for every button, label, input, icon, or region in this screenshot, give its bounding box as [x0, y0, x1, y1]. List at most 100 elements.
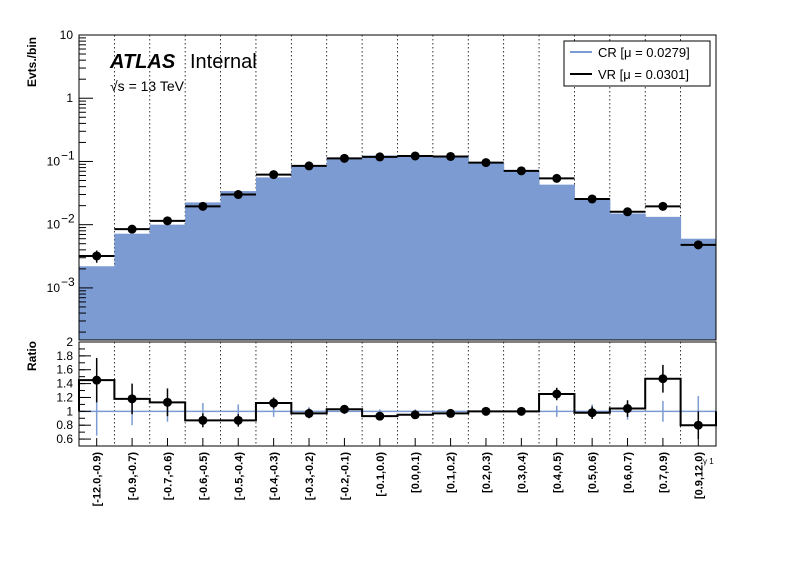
cr-bar [326, 158, 363, 340]
ratio-point [410, 410, 420, 420]
ratio-point [339, 404, 349, 414]
vr-points [92, 151, 703, 263]
vr-point [693, 240, 703, 250]
ratio-point [233, 415, 243, 425]
ratio-point [446, 408, 456, 418]
cr-bar [397, 155, 434, 340]
cr-bar [609, 213, 646, 340]
x-tick-label: [-0.9,-0.7) [127, 452, 139, 501]
ratio-point [269, 398, 279, 408]
cr-bar [645, 216, 682, 340]
x-tick-label: [-0.2,-0.1) [339, 452, 351, 501]
ratio-point [516, 406, 526, 416]
internal-label: Internal [190, 51, 257, 73]
x-tick-label: [-0.5,-0.4) [233, 452, 245, 501]
ratio-y-tick-label: 1.4 [56, 377, 73, 391]
cr-bar [149, 224, 186, 340]
ratio-y-axis-label: Ratio [25, 341, 39, 371]
x-tick-label: [0.6,0.7) [623, 452, 635, 493]
y-tick-label: 10 [47, 218, 61, 232]
ratio-point [304, 408, 314, 418]
y-tick-label: 10 [47, 154, 61, 168]
ratio-series [78, 357, 717, 440]
x-tick-label: [0.7,0.9) [658, 452, 670, 493]
vr-point [481, 158, 491, 168]
ratio-point [587, 408, 597, 418]
vr-point [127, 224, 137, 234]
y-tick-exponent: −1 [61, 148, 75, 162]
atlas-label: ATLAS [109, 51, 176, 73]
cr-bar [185, 202, 222, 340]
x-tick-label: [0.9,12.0) [693, 452, 705, 499]
cr-bar [114, 233, 151, 340]
ratio-y-tick-label: 1.2 [56, 390, 73, 404]
vr-point [304, 161, 314, 171]
y-tick-exponent: −2 [61, 212, 75, 226]
x-tick-label: [-0.4,-0.3) [269, 452, 281, 501]
ratio-y-tick-label: 1.8 [56, 349, 73, 363]
y-tick-exponent: −3 [61, 275, 75, 289]
cr-bar [291, 165, 328, 340]
ratio-point [198, 415, 208, 425]
cr-bar [432, 155, 469, 340]
ratio-point [92, 375, 102, 385]
cr-bar [220, 191, 257, 340]
legend-cr-label: CR [μ = 0.0279] [598, 45, 690, 60]
ratio-y-tick-label: 0.8 [56, 418, 73, 432]
ratio-point [481, 406, 491, 416]
ratio-point [375, 411, 385, 421]
ratio-step-line [78, 377, 717, 427]
ratio-y-tick-label: 2 [66, 335, 73, 349]
cr-bar [539, 184, 575, 340]
vr-point [552, 173, 562, 183]
legend: CR [μ = 0.0279] VR [μ = 0.0301] [563, 40, 711, 87]
y-tick-label: 1 [66, 91, 73, 105]
ratio-point [693, 420, 703, 430]
vr-point [339, 153, 349, 163]
vr-point [516, 166, 526, 176]
vr-point [446, 151, 456, 161]
x-tick-label: [-0.3,-0.2) [304, 452, 316, 501]
vr-point [269, 170, 279, 180]
y-tick-label: 10 [60, 28, 74, 42]
x-tick-label: [0.0,0.1) [410, 452, 422, 493]
vr-point [587, 194, 597, 204]
vr-point [658, 201, 668, 211]
vr-point [233, 190, 243, 200]
vr-point [92, 251, 102, 261]
ratio-point [623, 404, 633, 414]
legend-box [563, 40, 711, 87]
ratio-point [552, 389, 562, 399]
y-axis-label: Evts./bin [25, 37, 39, 87]
x-tick-label: [0.2,0.3) [481, 452, 493, 493]
legend-vr-label: VR [μ = 0.0301] [598, 67, 689, 82]
cr-bar [468, 162, 505, 340]
cr-bar [255, 177, 292, 340]
ratio-frame [78, 341, 717, 447]
y-tick-label: 10 [47, 281, 61, 295]
vr-point [162, 216, 172, 226]
x-tick-label: [0.3,0.4) [516, 452, 528, 493]
cr-bar [362, 155, 398, 340]
x-tick-label: [-0.1,0.0) [375, 452, 387, 497]
cr-bar [680, 238, 717, 340]
ratio-y-tick-label: 1 [66, 404, 73, 418]
cr-bar [503, 170, 540, 340]
vr-point [375, 152, 385, 162]
cr-histogram [79, 155, 717, 340]
x-tick-label: [0.4,0.5) [552, 452, 564, 493]
x-tick-label: [-0.7,-0.6) [162, 452, 174, 501]
vr-point [198, 201, 208, 211]
ratio-point [162, 397, 172, 407]
x-tick-label: [0.5,0.6) [587, 452, 599, 493]
ratio-point [658, 374, 668, 384]
cr-bar [574, 198, 611, 340]
x-axis-label-fragment: γ 1 [703, 457, 714, 466]
axes: 10−310−210 −11100.60.811.21.41.61.82[-12.… [47, 28, 717, 506]
x-tick-label: [-0.6,-0.5) [198, 452, 210, 501]
energy-label: √s = 13 TeV [110, 78, 185, 94]
main-frame [78, 34, 717, 341]
vr-point [410, 151, 420, 161]
x-tick-label: [0.1,0.2) [446, 452, 458, 493]
